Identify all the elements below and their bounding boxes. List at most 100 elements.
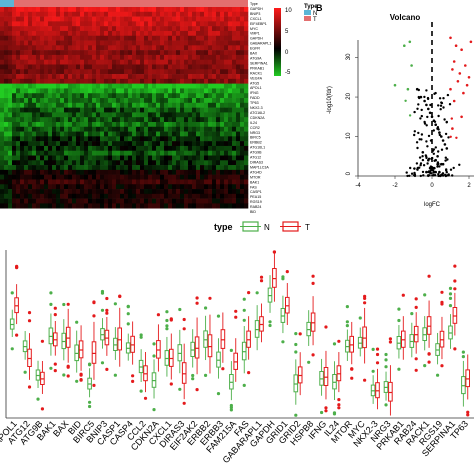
heatmap-cell [72,54,77,60]
heatmap-cell [220,59,225,65]
heatmap-cell [52,11,57,17]
heatmap-cell [208,26,213,32]
heatmap-cell [124,98,129,104]
heatmap-cell [72,102,77,108]
heatmap-cell [0,102,5,108]
heatmap-cell [64,107,69,113]
heatmap-cell [104,107,109,113]
heatmap-cell [96,50,101,56]
heatmap-cell [64,160,69,166]
heatmap-cell [96,88,101,94]
box-outlier [298,332,302,336]
volcano-point [440,101,443,104]
heatmap-cell [160,203,165,209]
heatmap-cell [24,193,29,199]
heatmap-cell [36,93,41,99]
heatmap-cell [192,141,197,147]
heatmap-cell [44,102,49,108]
heatmap-cell [152,121,157,128]
heatmap-cell [112,93,117,99]
heatmap-cell [56,59,61,65]
heatmap-cell [192,136,197,142]
heatmap-cell [128,145,133,152]
heatmap-cell [156,141,161,147]
volcano-panel-label: B [316,3,323,13]
heatmap-cell [20,74,25,80]
heatmap-cell [112,193,117,199]
heatmap-cell [24,40,29,46]
heatmap-cell [152,193,157,199]
heatmap-cell [176,26,181,32]
volcano-point [437,150,440,153]
heatmap-cell [32,7,37,13]
heatmap-cell [40,7,45,13]
heatmap-cell [48,83,53,89]
heatmap-cell [72,69,77,75]
heatmap-cell [160,131,165,137]
scale-tick-neg5: -5 [285,70,291,76]
heatmap-cell [236,198,241,204]
heatmap-cell [204,11,209,17]
heatmap-cell [240,126,245,132]
heatmap-cell [240,26,245,32]
volcano-point-ns [445,147,449,150]
heatmap-cell [72,59,77,65]
heatmap-cell [212,74,217,80]
heatmap-cell [84,169,89,175]
heatmap-cell [24,165,29,171]
box-outlier [242,308,246,312]
heatmap-cell [232,112,237,118]
heatmap-cell [12,165,17,171]
heatmap-cell [232,179,237,185]
heatmap-cell [216,16,221,22]
volcano-point-ns [436,155,439,158]
heatmap-cell [156,26,161,32]
heatmap-cell [64,145,69,152]
heatmap-cell [244,174,249,180]
heatmap-cell [144,136,149,142]
heatmap-cell [112,117,117,123]
box-outlier [15,333,19,337]
heatmap-cell [236,40,241,46]
heatmap-cell [64,45,69,51]
heatmap-cell [88,45,93,51]
heatmap-cell [204,189,209,195]
heatmap-cell [196,112,201,118]
heatmap-cell [100,30,105,37]
heatmap-cell [244,78,249,84]
heatmap-cell [184,88,189,94]
heatmap-cell [160,117,165,123]
box-body [220,329,226,349]
heatmap-cell [24,117,29,123]
heatmap-cell [72,117,77,123]
heatmap-cell [96,54,101,60]
heatmap-cell [44,136,49,142]
heatmap-cell [136,121,141,128]
heatmap-cell [208,160,213,166]
heatmap-cell [144,69,149,75]
heatmap-cell [120,83,125,89]
heatmap-cell [124,131,129,137]
heatmap-cell [220,107,225,113]
box-outlier [384,358,388,362]
heatmap-cell [92,160,97,166]
heatmap-cell [236,35,241,41]
heatmap-cell [136,126,141,132]
heatmap-cell [200,141,205,147]
heatmap-cell [108,98,113,104]
heatmap-cell [84,7,89,13]
heatmap-cell [220,184,225,190]
heatmap-cell [220,155,225,161]
heatmap-cell [20,30,25,37]
heatmap-cell [188,78,193,84]
heatmap-cell [76,69,81,75]
heatmap-cell [232,160,237,166]
heatmap-cell [32,193,37,199]
heatmap-cell [116,126,121,132]
heatmap-cell [32,54,37,60]
heatmap-cell [136,88,141,94]
heatmap-cell [228,150,233,156]
heatmap-cell [32,35,37,41]
heatmap-cell [28,203,33,209]
heatmap-cell [212,83,217,89]
